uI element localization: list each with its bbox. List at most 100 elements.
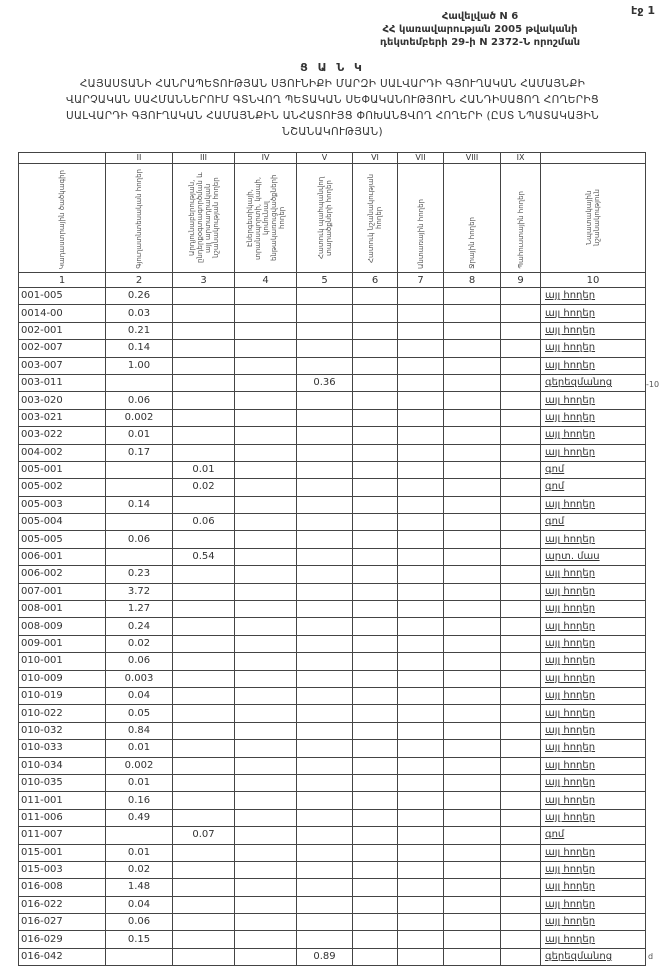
empty-cell <box>352 565 398 584</box>
empty-cell <box>296 530 353 549</box>
area-value: 0.06 <box>105 652 173 671</box>
roman-header-row: II III IV V VI VII VIII IX <box>18 152 646 164</box>
empty-cell <box>500 878 541 897</box>
empty-cell <box>443 617 501 636</box>
empty-cell <box>443 565 501 584</box>
empty-cell <box>172 704 235 723</box>
empty-cell <box>234 530 297 549</box>
empty-cell <box>443 547 501 567</box>
column-header-label: Գյուղատնտեսական հողեր <box>135 169 143 269</box>
empty-cell <box>296 582 353 602</box>
area-value: 0.06 <box>105 530 173 549</box>
empty-cell <box>500 669 541 688</box>
empty-cell <box>397 339 444 358</box>
empty-cell <box>500 478 541 497</box>
empty-cell <box>397 826 444 845</box>
empty-cell <box>234 808 297 828</box>
empty-cell <box>234 895 297 915</box>
table-row: 010-033 0.01 այլ հողեր <box>18 739 646 758</box>
empty-cell <box>352 373 398 393</box>
empty-cell <box>500 513 541 532</box>
empty-cell <box>397 600 444 619</box>
table-row: 006-002 0.23 այլ հողեր <box>18 565 646 584</box>
empty-cell <box>397 721 444 741</box>
empty-cell <box>443 895 501 915</box>
empty-cell <box>234 878 297 897</box>
land-purpose: այլ հողեր <box>540 356 646 375</box>
column-number: 7 <box>397 272 444 288</box>
table-row: 003-011 0.36 գերեզմանոց <box>18 373 646 393</box>
land-purpose: այլ հողեր <box>540 408 646 428</box>
document-title: Ց Ա Ն Կ ՀԱՅԱՍՏԱՆԻ ՀԱՆՐԱՊԵՏՈՒԹՅԱՆ ՍՅՈՒՆԻՔ… <box>0 60 665 140</box>
land-purpose: այլ հողեր <box>540 652 646 671</box>
land-purpose: արտ. մաս <box>540 547 646 567</box>
land-purpose: այլ հողեր <box>540 913 646 932</box>
table-row: 008-001 1.27 այլ հողեր <box>18 600 646 619</box>
empty-cell <box>443 634 501 654</box>
empty-cell <box>172 339 235 358</box>
empty-cell <box>397 304 444 323</box>
empty-cell <box>500 495 541 515</box>
cadastral-code: 001-005 <box>18 286 106 306</box>
empty-cell <box>397 478 444 497</box>
cadastral-code: 010-001 <box>18 652 106 671</box>
empty-cell <box>172 808 235 828</box>
table-body: 001-005 0.26 այլ հողեր 0014-00 0.03 այլ հողեր… <box>18 286 646 967</box>
empty-cell <box>352 669 398 688</box>
column-header-label: Անտառային հողեր <box>416 199 425 269</box>
land-purpose: այլ հողեր <box>540 773 646 793</box>
empty-cell <box>296 356 353 375</box>
empty-cell <box>397 843 444 862</box>
table-row: 001-005 0.26 այլ հողեր <box>18 286 646 306</box>
empty-cell <box>172 791 235 810</box>
empty-cell <box>443 878 501 897</box>
empty-cell <box>443 791 501 810</box>
cadastral-code: 010-034 <box>18 756 106 775</box>
empty-cell <box>397 443 444 462</box>
empty-cell <box>234 791 297 810</box>
empty-cell <box>397 356 444 375</box>
empty-cell <box>352 356 398 375</box>
empty-cell <box>500 739 541 758</box>
land-purpose: գերեզմանոց <box>540 947 646 967</box>
empty-cell <box>500 634 541 654</box>
empty-cell <box>443 721 501 741</box>
empty-cell <box>500 373 541 393</box>
empty-cell <box>443 321 501 341</box>
empty-cell <box>296 460 353 480</box>
empty-cell <box>443 669 501 688</box>
column-number: 8 <box>443 272 501 288</box>
empty-cell <box>234 582 297 602</box>
column-number: 10 <box>540 272 646 288</box>
empty-cell <box>234 913 297 932</box>
empty-cell <box>296 443 353 462</box>
empty-cell <box>500 860 541 880</box>
table-row: 002-001 0.21 այլ հողեր <box>18 321 646 341</box>
empty-cell <box>105 460 173 480</box>
empty-cell <box>397 895 444 915</box>
table-row: 011-001 0.16 այլ հողեր <box>18 791 646 810</box>
empty-cell <box>500 600 541 619</box>
empty-cell <box>105 373 173 393</box>
empty-cell <box>443 704 501 723</box>
empty-cell <box>352 826 398 845</box>
empty-cell <box>296 686 353 706</box>
empty-cell <box>443 513 501 532</box>
empty-cell <box>234 826 297 845</box>
empty-cell <box>397 373 444 393</box>
empty-cell <box>443 739 501 758</box>
land-purpose: այլ հողեր <box>540 443 646 462</box>
column-header-label: Հատուկ պահպանվող տարածքների հողեր <box>316 176 333 260</box>
empty-cell <box>443 495 501 515</box>
column-header: Գյուղատնտեսական հողեր <box>105 163 173 273</box>
column-header-label: Ջրային հողեր <box>468 217 476 269</box>
empty-cell <box>352 704 398 723</box>
empty-cell <box>500 947 541 967</box>
roman-numeral: V <box>296 152 353 164</box>
land-purpose: այլ հողեր <box>540 495 646 515</box>
empty-cell <box>296 391 353 410</box>
table-row: 005-005 0.06 այլ հողեր <box>18 530 646 549</box>
empty-cell <box>105 478 173 497</box>
empty-cell <box>172 913 235 932</box>
empty-cell <box>443 600 501 619</box>
